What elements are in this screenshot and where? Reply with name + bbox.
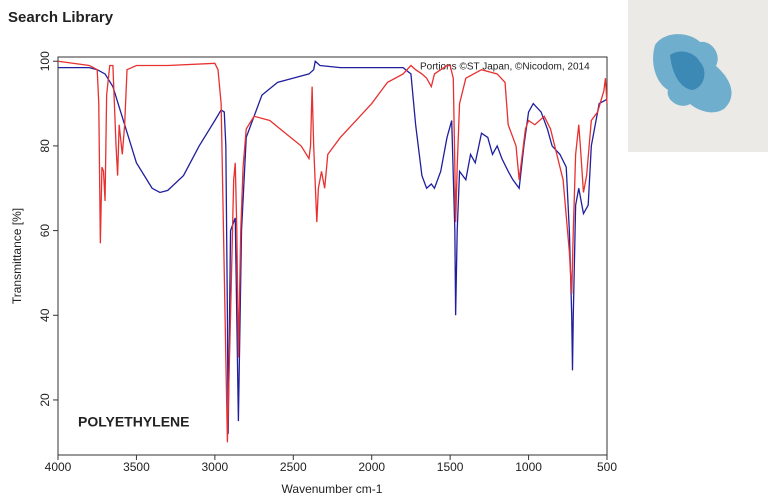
x-tick-label: 4000 (45, 460, 72, 474)
x-tick-label: 1500 (437, 460, 464, 474)
x-axis-label: Wavenumber cm-1 (282, 482, 383, 496)
chart-title: Search Library (8, 9, 114, 26)
y-tick-label: 100 (38, 51, 52, 71)
y-tick-label: 40 (38, 308, 52, 322)
x-tick-label: 1000 (515, 460, 542, 474)
y-tick-label: 60 (38, 224, 52, 238)
compound-label: POLYETHYLENE (78, 414, 190, 430)
y-tick-label: 20 (38, 393, 52, 407)
x-tick-label: 3000 (202, 460, 229, 474)
x-tick-label: 2000 (358, 460, 385, 474)
plot-frame (57, 56, 608, 456)
x-tick-label: 3500 (123, 460, 150, 474)
copyright-note: Portions ©ST Japan, ©Nicodom, 2014 (420, 62, 590, 73)
y-tick-label: 80 (38, 139, 52, 153)
y-axis-label: Transmittance [%] (10, 208, 24, 304)
spectrum-line (57, 60, 608, 443)
sample-photo (628, 0, 768, 152)
x-tick-label: 2500 (280, 460, 307, 474)
x-tick-label: 500 (597, 460, 617, 474)
